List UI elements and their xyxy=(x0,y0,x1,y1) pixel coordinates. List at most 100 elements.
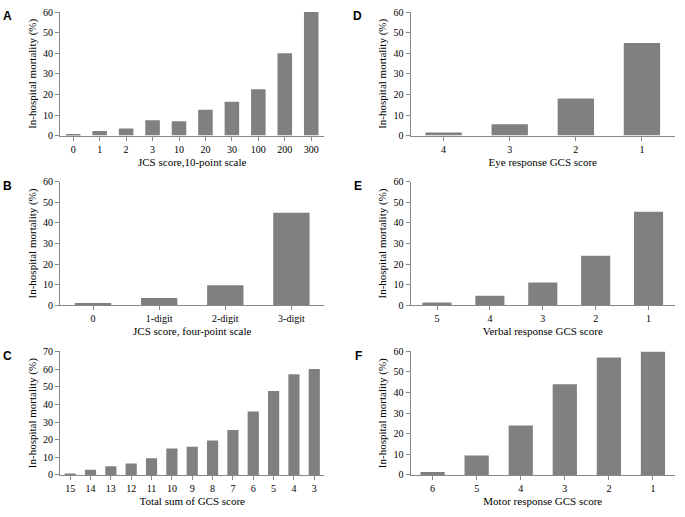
svg-text:20: 20 xyxy=(394,89,404,100)
svg-text:20: 20 xyxy=(200,144,210,155)
svg-text:E: E xyxy=(354,179,362,193)
svg-text:Motor response GCS score: Motor response GCS score xyxy=(483,495,602,507)
svg-text:JCS score, four-point scale: JCS score, four-point scale xyxy=(133,325,251,337)
svg-text:5: 5 xyxy=(474,483,479,494)
svg-text:JCS score,10-point scale: JCS score,10-point scale xyxy=(138,156,247,168)
svg-text:3: 3 xyxy=(540,313,545,324)
svg-text:20: 20 xyxy=(394,428,404,439)
svg-text:6: 6 xyxy=(251,483,256,494)
svg-text:1: 1 xyxy=(97,144,102,155)
svg-text:4: 4 xyxy=(441,144,446,155)
svg-text:200: 200 xyxy=(277,144,292,155)
svg-text:In-hospital mortality (%): In-hospital mortality (%) xyxy=(376,358,389,468)
svg-text:13: 13 xyxy=(106,483,116,494)
svg-text:5: 5 xyxy=(435,313,440,324)
svg-text:15: 15 xyxy=(65,483,75,494)
svg-text:2: 2 xyxy=(606,483,611,494)
svg-text:70: 70 xyxy=(43,346,53,357)
svg-text:7: 7 xyxy=(230,483,235,494)
svg-text:2: 2 xyxy=(593,313,598,324)
svg-text:In-hospital mortality (%): In-hospital mortality (%) xyxy=(26,18,39,128)
svg-text:1: 1 xyxy=(639,144,644,155)
svg-text:50: 50 xyxy=(394,197,404,208)
svg-text:40: 40 xyxy=(43,217,53,228)
svg-text:300: 300 xyxy=(304,144,319,155)
svg-text:30: 30 xyxy=(227,144,237,155)
svg-text:5: 5 xyxy=(271,483,276,494)
svg-text:3: 3 xyxy=(150,144,155,155)
svg-text:30: 30 xyxy=(43,238,53,249)
svg-text:A: A xyxy=(3,9,12,23)
svg-text:4: 4 xyxy=(291,483,296,494)
svg-text:10: 10 xyxy=(167,483,177,494)
svg-text:0: 0 xyxy=(48,130,53,141)
svg-text:20: 20 xyxy=(43,259,53,270)
svg-text:0: 0 xyxy=(71,144,76,155)
svg-text:0: 0 xyxy=(48,469,53,480)
svg-text:30: 30 xyxy=(394,238,404,249)
svg-text:20: 20 xyxy=(43,434,53,445)
svg-text:In-hospital mortality (%): In-hospital mortality (%) xyxy=(376,18,389,128)
svg-text:0: 0 xyxy=(399,300,404,311)
svg-text:1: 1 xyxy=(646,313,651,324)
svg-text:3: 3 xyxy=(562,483,567,494)
svg-text:60: 60 xyxy=(394,7,404,18)
svg-text:4: 4 xyxy=(518,483,523,494)
svg-text:In-hospital mortality (%): In-hospital mortality (%) xyxy=(376,188,389,298)
svg-text:20: 20 xyxy=(394,259,404,270)
svg-text:Total sum of GCS score: Total sum of GCS score xyxy=(139,495,245,507)
svg-text:50: 50 xyxy=(43,27,53,38)
svg-text:40: 40 xyxy=(394,217,404,228)
svg-text:40: 40 xyxy=(43,48,53,59)
svg-text:11: 11 xyxy=(147,483,157,494)
svg-text:6: 6 xyxy=(430,483,435,494)
svg-text:50: 50 xyxy=(394,27,404,38)
svg-text:50: 50 xyxy=(43,197,53,208)
svg-text:60: 60 xyxy=(43,364,53,375)
svg-text:0: 0 xyxy=(48,300,53,311)
svg-text:40: 40 xyxy=(394,387,404,398)
svg-text:60: 60 xyxy=(394,346,404,357)
svg-text:12: 12 xyxy=(126,483,136,494)
svg-text:0: 0 xyxy=(91,313,96,324)
svg-text:4: 4 xyxy=(487,313,492,324)
svg-text:0: 0 xyxy=(399,130,404,141)
svg-text:3-digit: 3-digit xyxy=(278,313,305,324)
svg-text:2-digit: 2-digit xyxy=(212,313,239,324)
svg-text:100: 100 xyxy=(251,144,266,155)
svg-text:10: 10 xyxy=(174,144,184,155)
svg-text:30: 30 xyxy=(43,417,53,428)
svg-text:40: 40 xyxy=(394,48,404,59)
svg-text:10: 10 xyxy=(394,110,404,121)
svg-text:10: 10 xyxy=(43,279,53,290)
svg-text:0: 0 xyxy=(399,469,404,480)
svg-text:10: 10 xyxy=(43,110,53,121)
svg-text:B: B xyxy=(3,179,12,193)
svg-text:In-hospital mortality (%): In-hospital mortality (%) xyxy=(26,188,39,298)
svg-text:14: 14 xyxy=(86,483,96,494)
svg-text:Verbal response GCS score: Verbal response GCS score xyxy=(483,325,603,337)
svg-text:60: 60 xyxy=(43,176,53,187)
svg-text:3: 3 xyxy=(507,144,512,155)
svg-text:In-hospital mortality (%): In-hospital mortality (%) xyxy=(26,358,39,468)
svg-text:Eye response GCS score: Eye response GCS score xyxy=(489,156,598,168)
svg-text:3: 3 xyxy=(312,483,317,494)
svg-text:1-digit: 1-digit xyxy=(146,313,173,324)
svg-text:30: 30 xyxy=(43,68,53,79)
svg-text:40: 40 xyxy=(43,399,53,410)
svg-text:2: 2 xyxy=(573,144,578,155)
svg-text:10: 10 xyxy=(43,452,53,463)
svg-text:20: 20 xyxy=(43,89,53,100)
svg-text:50: 50 xyxy=(394,366,404,377)
svg-text:50: 50 xyxy=(43,381,53,392)
svg-text:60: 60 xyxy=(43,7,53,18)
svg-text:2: 2 xyxy=(124,144,129,155)
svg-text:30: 30 xyxy=(394,408,404,419)
svg-text:30: 30 xyxy=(394,68,404,79)
svg-text:60: 60 xyxy=(394,176,404,187)
svg-text:F: F xyxy=(355,349,362,363)
svg-text:D: D xyxy=(353,9,362,23)
svg-text:C: C xyxy=(3,349,12,363)
svg-text:10: 10 xyxy=(394,279,404,290)
svg-text:1: 1 xyxy=(650,483,655,494)
